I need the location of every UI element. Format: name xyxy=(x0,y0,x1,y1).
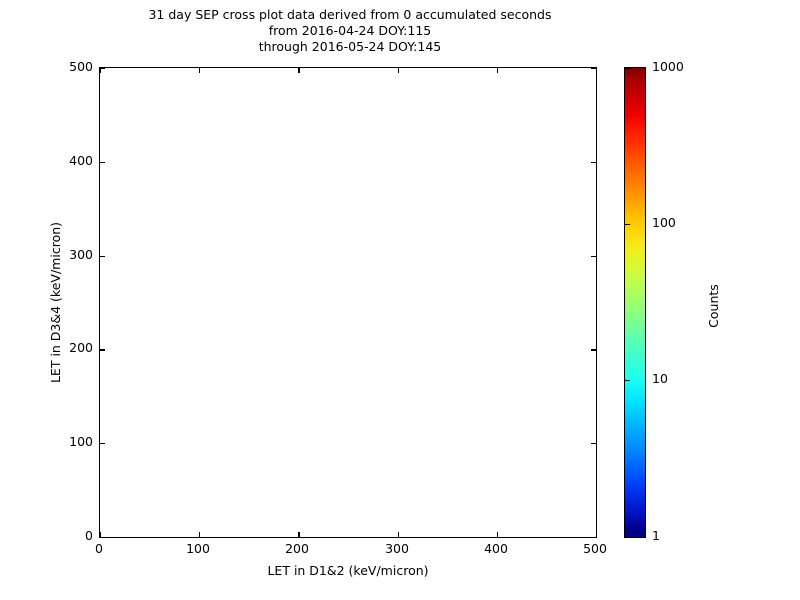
y-tick-mark-0 xyxy=(100,537,105,539)
colorbar-tick-label-100-text: 100 xyxy=(652,215,676,230)
colorbar-gradient xyxy=(624,67,646,539)
x-tick-label-100: 100 xyxy=(186,541,210,556)
x-tick-mark-top-0 xyxy=(100,68,102,73)
plot-data-area xyxy=(100,68,596,537)
x-tick-mark-top-100 xyxy=(199,68,201,73)
y-tick-mark-200 xyxy=(100,349,105,351)
y-tick-label-100-text: 100 xyxy=(69,434,93,449)
y-tick-label-200-text: 200 xyxy=(69,340,93,355)
x-tick-label-500: 500 xyxy=(583,541,607,556)
x-tick-mark-top-300 xyxy=(397,68,399,73)
chart-title: 31 day SEP cross plot data derived from … xyxy=(0,7,700,55)
colorbar-label: Counts xyxy=(706,284,721,328)
colorbar-tick-label-10-text: 10 xyxy=(652,371,668,386)
y-tick-mark-right-300 xyxy=(591,255,596,257)
y-tick-mark-right-100 xyxy=(591,443,596,445)
chart-title-line-3: through 2016-05-24 DOY:145 xyxy=(258,39,442,54)
colorbar-tick-mark-100 xyxy=(625,223,630,225)
plot-axes xyxy=(99,67,598,539)
colorbar-tick-mark-10 xyxy=(625,380,630,382)
x-tick-mark-100 xyxy=(199,532,201,537)
x-tick-mark-500 xyxy=(596,532,598,537)
x-tick-mark-top-500 xyxy=(596,68,598,73)
colorbar-tick-label-1-text: 1 xyxy=(652,528,660,543)
x-tick-mark-0 xyxy=(100,532,102,537)
chart-title-line-2: from 2016-04-24 DOY:115 xyxy=(268,23,432,38)
colorbar-tick-mark-1 xyxy=(625,537,630,539)
x-tick-mark-300 xyxy=(397,532,399,537)
colorbar-tick-label-1000-text: 1000 xyxy=(652,59,684,74)
y-tick-mark-right-500 xyxy=(591,68,596,70)
colorbar-tick-mark-1000 xyxy=(625,68,630,70)
x-tick-mark-top-400 xyxy=(496,68,498,73)
x-tick-label-400: 400 xyxy=(484,541,508,556)
x-tick-mark-top-200 xyxy=(298,68,300,73)
x-tick-label-200: 200 xyxy=(285,541,309,556)
chart-title-line-1: 31 day SEP cross plot data derived from … xyxy=(148,7,552,22)
y-tick-mark-400 xyxy=(100,161,105,163)
x-axis-label: LET in D1&2 (keV/micron) xyxy=(267,563,429,578)
y-tick-mark-right-0 xyxy=(591,537,596,539)
y-axis-label: LET in D3&4 (keV/micron) xyxy=(48,221,63,384)
x-tick-label-0: 0 xyxy=(95,541,103,556)
y-tick-mark-right-400 xyxy=(591,161,596,163)
y-tick-label-0-text: 0 xyxy=(85,528,93,543)
y-tick-label-300-text: 300 xyxy=(69,247,93,262)
x-tick-mark-400 xyxy=(496,532,498,537)
y-tick-label-500-text: 500 xyxy=(69,59,93,74)
y-tick-mark-100 xyxy=(100,443,105,445)
colorbar xyxy=(624,67,646,539)
y-tick-mark-right-200 xyxy=(591,349,596,351)
y-tick-label-400-text: 400 xyxy=(69,153,93,168)
x-tick-label-300: 300 xyxy=(385,541,409,556)
y-tick-mark-300 xyxy=(100,255,105,257)
x-tick-mark-200 xyxy=(298,532,300,537)
y-tick-mark-500 xyxy=(100,68,105,70)
